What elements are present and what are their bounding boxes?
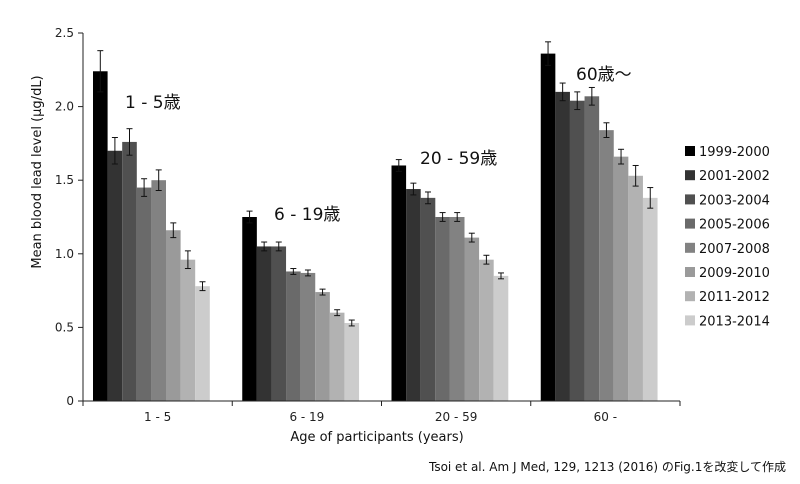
y-tick-label: 1.0 [55,247,74,261]
x-axis-title: Age of participants (years) [290,430,463,445]
bar [449,217,465,401]
bar [344,322,360,401]
bar [479,259,494,401]
bar [107,150,123,401]
x-tick-label: 60 - [594,410,617,424]
bar [180,259,196,401]
y-tick-label: 2.0 [55,100,74,114]
y-tick-label: 1.5 [55,173,74,187]
y-tick-label: 2.5 [55,26,74,40]
legend-swatch [685,218,695,229]
legend-label: 2005-2006 [699,218,770,233]
legend-label: 2009-2010 [699,266,770,281]
legend-swatch [685,315,695,326]
bar [195,286,210,401]
group-annotation-1-5: 1 - 5歳 [125,93,181,113]
bar [300,272,316,401]
bar [540,53,556,401]
bar [315,292,330,401]
legend-swatch [685,242,695,253]
legend-label: 2013-2014 [699,314,770,329]
bar [136,187,152,401]
legend-label: 1999-2000 [699,145,770,160]
bar [464,237,480,401]
y-axis-title: Mean blood lead level (μg/dL) [30,75,45,268]
y-tick-label: 0 [66,394,74,408]
group-annotation-6-19: 6 - 19歳 [274,205,340,225]
bar [569,100,585,401]
legend-swatch [685,291,695,302]
bar [584,96,600,402]
bar [613,156,629,401]
legend-swatch [685,170,695,181]
source-note: Tsoi et al. Am J Med, 129, 1213 (2016) の… [428,459,786,474]
bar [599,130,614,402]
legend: 1999-2000 2001-2002 2003-2004 2005-2006 2007… [685,145,770,329]
bar [256,246,272,401]
bar [329,312,345,401]
bar [420,197,436,401]
bar [271,246,287,401]
legend-label: 2011-2012 [699,290,770,305]
bars-layer [93,41,658,402]
bar [555,91,570,401]
group-annotation-60: 60歳〜 [576,65,632,85]
axes-layer: 0 0.5 1.0 1.5 2.0 2.5 1 - 5 6 - 19 20 - 59 60 - [55,26,681,424]
bar [93,71,108,401]
legend-swatch [685,194,695,205]
legend-swatch [685,267,695,277]
legend-label: 2001-2002 [699,169,770,184]
bar [628,175,643,401]
bar [122,141,137,402]
bar [242,217,257,401]
bar [435,217,450,401]
bar [151,180,166,401]
legend-label: 2003-2004 [699,193,770,208]
y-tick-label: 0.5 [55,320,74,334]
bar [391,165,407,401]
bar [406,189,421,401]
bar [493,275,509,401]
x-tick-label: 20 - 59 [435,410,478,424]
legend-label: 2007-2008 [699,242,770,257]
x-tick-label: 6 - 19 [289,410,324,424]
group-annotation-20-59: 20 - 59歳 [420,149,497,169]
bar [286,271,301,401]
bar [642,197,658,401]
bar [166,230,181,401]
legend-swatch [685,146,695,156]
x-tick-label: 1 - 5 [144,410,171,424]
